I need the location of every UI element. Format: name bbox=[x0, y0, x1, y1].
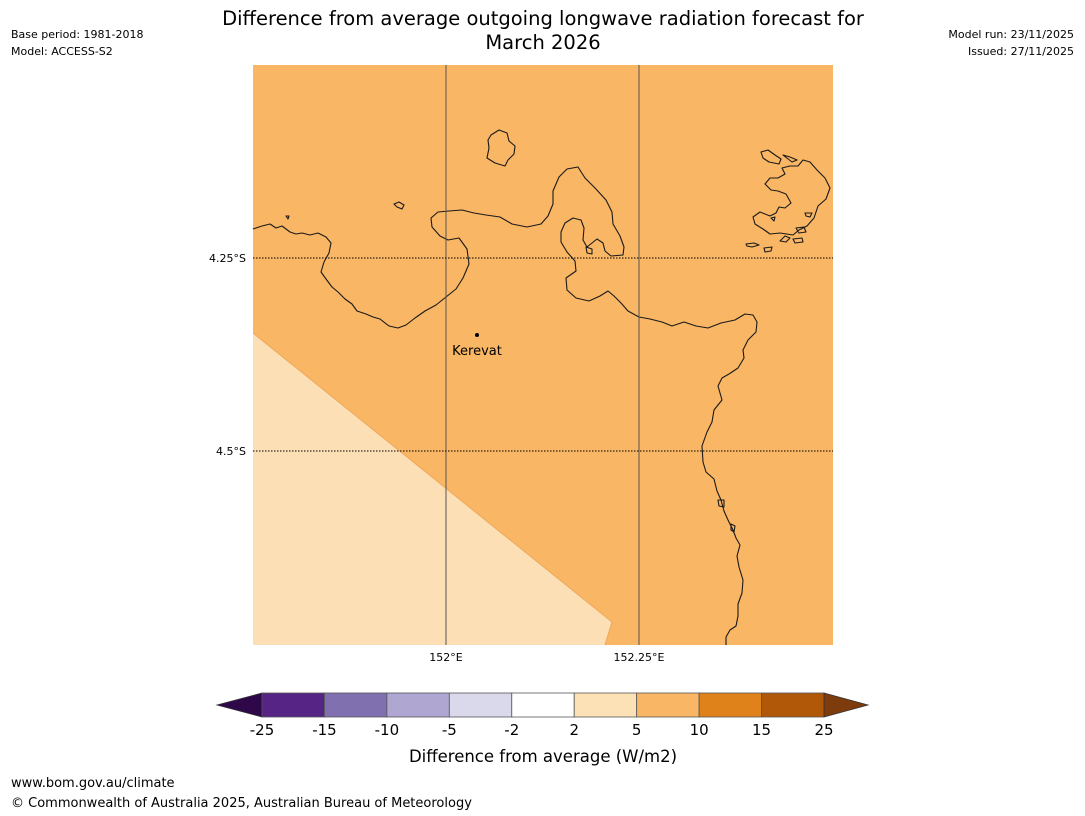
colorbar-tick-label: -25 bbox=[250, 721, 275, 739]
lon-label-152-25e: 152.25°E bbox=[614, 651, 665, 664]
colorbar-tick-labels: -25 -15 -10 -5 -2 2 5 10 15 25 bbox=[250, 721, 834, 739]
colorbar-swatch bbox=[261, 692, 325, 718]
colorbar-swatch bbox=[448, 692, 513, 718]
map-panel: Kerevat 4.25°S 4.5°S 152°E 152.25°E bbox=[209, 65, 833, 664]
colorbar-tick-label: 10 bbox=[690, 721, 709, 739]
footer-url: www.bom.gov.au/climate bbox=[11, 776, 175, 791]
lat-label-4-25s: 4.25°S bbox=[209, 252, 246, 265]
coastline-islet-west bbox=[393, 201, 405, 210]
colorbar-tick-label: -2 bbox=[504, 721, 519, 739]
model-text: Model: ACCESS-S2 bbox=[11, 45, 113, 58]
colorbar-swatch bbox=[511, 692, 575, 718]
issued-text: Issued: 27/11/2025 bbox=[967, 45, 1074, 58]
coastline-islet-north bbox=[486, 129, 516, 167]
colorbar-swatches bbox=[261, 692, 825, 718]
town-label: Kerevat bbox=[452, 344, 502, 359]
town-marker bbox=[475, 333, 479, 337]
coastline-duke-of-york bbox=[745, 149, 831, 253]
colorbar-tick-label: -15 bbox=[312, 721, 337, 739]
meta-left: Base period: 1981-2018 Model: ACCESS-S2 bbox=[11, 26, 143, 60]
colorbar-swatch bbox=[386, 692, 450, 718]
colorbar-swatch bbox=[636, 692, 700, 718]
lat-label-4-5s: 4.5°S bbox=[216, 445, 246, 458]
colorbar-swatch bbox=[324, 692, 388, 718]
footer: www.bom.gov.au/climate © Commonwealth of… bbox=[11, 774, 472, 814]
anomaly-region-2-5 bbox=[253, 333, 612, 645]
title-line-2: March 2026 bbox=[485, 31, 601, 54]
colorbar-swatch bbox=[698, 692, 762, 718]
meta-right: Model run: 23/11/2025 Issued: 27/11/2025 bbox=[948, 26, 1074, 60]
lon-label-152e: 152°E bbox=[429, 651, 462, 664]
coastline-inner-islet bbox=[585, 246, 593, 255]
colorbar: -25 -15 -10 -5 -2 2 5 10 15 25 Difference from av… bbox=[215, 692, 870, 766]
map-title: Difference from average outgoing longwav… bbox=[163, 7, 923, 55]
colorbar-tick-label: 5 bbox=[632, 721, 642, 739]
footer-copyright: © Commonwealth of Australia 2025, Austra… bbox=[11, 796, 472, 811]
base-period-text: Base period: 1981-2018 bbox=[11, 28, 144, 41]
colorbar-swatch bbox=[573, 692, 638, 718]
model-run-text: Model run: 23/11/2025 bbox=[948, 28, 1074, 41]
colorbar-under-arrow bbox=[215, 692, 263, 718]
coastlines bbox=[252, 129, 831, 645]
colorbar-tick-label: 25 bbox=[814, 721, 833, 739]
anomaly-contour bbox=[252, 332, 613, 646]
coastline-gazelle-peninsula bbox=[252, 166, 758, 645]
colorbar-swatch bbox=[761, 692, 825, 718]
coastline-east-islet bbox=[717, 499, 736, 533]
colorbar-tick-label: -5 bbox=[442, 721, 457, 739]
graticule bbox=[253, 65, 833, 645]
colorbar-tick-label: -10 bbox=[375, 721, 400, 739]
colorbar-title: Difference from average (W/m2) bbox=[409, 747, 677, 766]
colorbar-tick-label: 15 bbox=[752, 721, 771, 739]
colorbar-tick-label: 2 bbox=[569, 721, 579, 739]
title-line-1: Difference from average outgoing longwav… bbox=[222, 7, 864, 30]
colorbar-over-arrow bbox=[823, 692, 870, 718]
coastline-rock bbox=[285, 215, 290, 220]
